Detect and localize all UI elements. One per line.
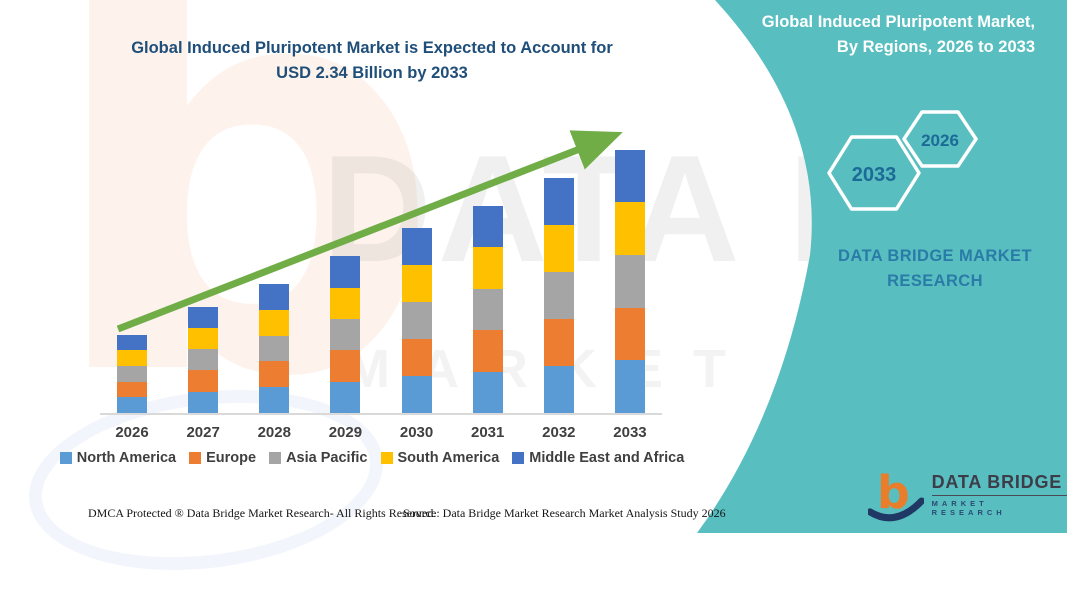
legend-label-europe: Europe: [206, 450, 257, 466]
bar-segment-north-america-2028: [259, 387, 290, 413]
year-hexagons: 2033 2026: [827, 110, 978, 211]
legend-label-asia-pacific: Asia Pacific: [286, 450, 368, 466]
bar-segment-asia-pacific-2033: [614, 255, 645, 308]
x-axis-label-2026: 2026: [115, 424, 149, 441]
bar-segment-middle-east-and-africa-2029: [330, 256, 361, 288]
bar-segment-north-america-2027: [188, 391, 219, 413]
legend-item-asia-pacific: Asia Pacific: [269, 450, 368, 466]
legend-swatch-middle-east-and-africa: [512, 452, 525, 464]
bar-segment-south-america-2030: [401, 265, 432, 303]
bar-segment-north-america-2026: [117, 397, 147, 413]
svg-text:b: b: [877, 466, 910, 519]
legend-item-europe: Europe: [189, 450, 256, 466]
bar-segment-asia-pacific-2029: [330, 318, 361, 351]
bar-segment-middle-east-and-africa-2030: [401, 228, 432, 266]
legend-swatch-europe: [189, 452, 202, 464]
chart-title: Global Induced Pluripotent Market is Exp…: [10, 36, 734, 86]
sidebar-title: Global Induced Pluripotent Market, By Re…: [762, 10, 1035, 60]
bar-segment-south-america-2031: [472, 247, 503, 289]
hexagon-2026: [902, 110, 978, 168]
sidebar-brand: DATA BRIDGE MARKET RESEARCH: [818, 244, 1052, 294]
sidebar-background-shape: [697, 0, 1067, 533]
x-axis-label-2028: 2028: [257, 424, 291, 441]
bar-segment-middle-east-and-africa-2032: [543, 177, 574, 225]
legend-item-north-america: North America: [59, 450, 177, 466]
legend-swatch-north-america: [59, 452, 72, 464]
footer-source: Source: Data Bridge Market Research Mark…: [403, 506, 726, 520]
x-axis-line: [100, 413, 662, 415]
bar-segment-europe-2030: [401, 339, 432, 377]
chart-legend: North America Europe Asia Pacific South Ame…: [10, 450, 734, 466]
legend-label-north-america: North America: [76, 450, 177, 466]
legend-item-south-america: South America: [380, 450, 500, 466]
x-axis-label-2029: 2029: [328, 424, 363, 441]
logo-brand-text: DATA BRIDGE: [931, 472, 1067, 496]
bar-segment-europe-2028: [259, 361, 290, 388]
x-axis-label-2032: 2032: [542, 424, 576, 441]
chart-title-line2: USD 2.34 Billion by 2033: [276, 64, 468, 82]
x-axis-label-2027: 2027: [186, 424, 220, 441]
bar-segment-asia-pacific-2032: [543, 271, 574, 319]
bar-segment-north-america-2032: [543, 365, 574, 413]
data-bridge-logo: b DATA BRIDGE MARKET RESEARCH: [868, 466, 1067, 522]
sidebar-brand-line1: DATA BRIDGE MARKET: [838, 247, 1032, 265]
legend-label-south-america: South America: [397, 450, 500, 466]
bar-segment-south-america-2029: [330, 287, 361, 319]
data-bridge-logo-icon: b: [868, 466, 924, 522]
bar-segment-asia-pacific-2027: [188, 349, 219, 371]
bar-segment-middle-east-and-africa-2027: [188, 306, 219, 328]
bar-segment-asia-pacific-2028: [259, 335, 290, 362]
bar-segment-north-america-2029: [330, 381, 361, 413]
bar-segment-north-america-2031: [472, 371, 503, 413]
footer-dmca: DMCA Protected ® Data Bridge Market Rese…: [88, 506, 437, 520]
bar-segment-south-america-2032: [543, 224, 574, 272]
bar-segment-south-america-2028: [259, 309, 290, 336]
bar-segment-middle-east-and-africa-2028: [259, 284, 290, 310]
sidebar-title-line1: Global Induced Pluripotent Market,: [761, 13, 1035, 31]
bar-segment-europe-2027: [188, 370, 219, 392]
growth-trend-arrow: [116, 130, 623, 333]
legend-item-middle-east-and-africa: Middle East and Africa: [512, 450, 684, 466]
x-axis-label-2033: 2033: [613, 424, 647, 441]
bar-segment-south-america-2027: [188, 327, 219, 350]
bar-segment-europe-2026: [117, 381, 147, 398]
bar-segment-south-america-2033: [614, 202, 645, 256]
sidebar-brand-line2: RESEARCH: [887, 272, 983, 290]
chart-title-line1: Global Induced Pluripotent Market is Exp…: [131, 39, 613, 57]
legend-label-middle-east-and-africa: Middle East and Africa: [529, 450, 685, 466]
hexagon-2033-label: 2033: [852, 164, 897, 186]
bar-segment-south-america-2026: [117, 350, 147, 366]
bar-segment-asia-pacific-2030: [401, 302, 432, 340]
bar-segment-europe-2029: [330, 350, 361, 382]
legend-swatch-asia-pacific: [269, 452, 282, 464]
bar-segment-europe-2031: [472, 330, 503, 372]
bar-segment-north-america-2030: [401, 376, 432, 413]
bar-segment-middle-east-and-africa-2026: [117, 334, 147, 351]
legend-swatch-south-america: [380, 452, 393, 464]
hexagon-2033: [827, 135, 921, 211]
bar-segment-north-america-2033: [614, 360, 645, 413]
sidebar-title-line2: By Regions, 2026 to 2033: [836, 38, 1035, 56]
logo-tagline-text: MARKET RESEARCH: [931, 498, 1006, 517]
bar-segment-asia-pacific-2026: [117, 365, 147, 382]
bar-segment-europe-2032: [543, 318, 574, 366]
bar-segment-middle-east-and-africa-2031: [472, 205, 503, 248]
bar-segment-europe-2033: [614, 307, 645, 361]
x-axis-label-2031: 2031: [471, 424, 505, 441]
bar-segment-asia-pacific-2031: [472, 288, 503, 331]
x-axis-label-2030: 2030: [399, 424, 434, 441]
hexagon-2026-label: 2026: [921, 131, 959, 150]
